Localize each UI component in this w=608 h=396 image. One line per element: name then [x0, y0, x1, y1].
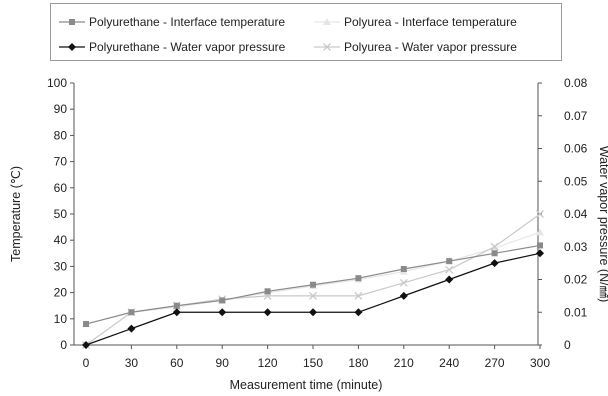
legend-label: Polyurethane - Interface temperature [89, 15, 286, 29]
legend-swatch [59, 43, 85, 51]
x-tick-label: 210 [394, 356, 414, 370]
legend-entry: Polyurea - Water vapor pressure [314, 38, 517, 56]
series-2-point [82, 341, 90, 349]
series-3-point [354, 291, 363, 300]
y-left-tick-label: 70 [54, 155, 68, 169]
y-left-tick-label: 90 [54, 102, 68, 116]
series-2-point [127, 324, 136, 333]
series-0-point [83, 321, 89, 328]
legend-swatch-marker [68, 43, 76, 51]
x-tick-label: 90 [216, 356, 230, 370]
y-right-tick-label: 0.08 [564, 76, 588, 90]
y-right-axis-title: Water vapor pressure (N/㎟) [597, 146, 608, 303]
series-3-point [445, 265, 454, 274]
y-right-tick-label: 0.05 [564, 174, 588, 188]
series-2-point [218, 308, 227, 317]
series-0-point [355, 275, 362, 282]
x-tick-label: 270 [485, 356, 505, 370]
series-2-point [309, 308, 317, 317]
series-2-point [490, 259, 499, 268]
series-0-point [400, 266, 407, 273]
series-0-point [537, 242, 543, 249]
legend-entry: Polyurethane - Interface temperature [59, 13, 285, 31]
y-left-tick-label: 100 [47, 76, 67, 90]
y-left-tick-label: 50 [54, 207, 68, 221]
x-axis-title: Measurement time (minute) [230, 378, 383, 392]
y-right-tick-label: 0.02 [564, 273, 588, 287]
series-2-point [536, 249, 544, 258]
y-right-tick-label: 0.07 [564, 109, 588, 123]
series-line-2 [85, 252, 541, 346]
series-line-3 [85, 213, 541, 346]
legend-label: Polyurethane - Water vapor pressure [89, 40, 286, 54]
legend-entry: Polyurea - Interface temperature [314, 13, 517, 31]
legend-swatch-marker [69, 19, 75, 25]
x-tick-label: 0 [83, 356, 90, 370]
legend-label: Polyurea - Interface temperature [344, 15, 517, 29]
legend-swatch [314, 18, 340, 25]
y-left-tick-label: 20 [54, 286, 68, 300]
legend: Polyurethane - Interface temperature Poly… [50, 3, 562, 61]
legend-label: Polyurea - Water vapor pressure [344, 40, 517, 54]
y-left-tick-label: 30 [54, 259, 68, 273]
legend-swatch-marker [323, 43, 331, 51]
series-3-point [536, 210, 544, 218]
legend-swatch-marker [323, 18, 331, 25]
series-0-point [446, 258, 453, 265]
y-right-tick-label: 0 [564, 338, 571, 352]
series-0-point [173, 302, 180, 309]
legend-swatch [59, 19, 85, 25]
series-2-point [445, 275, 454, 284]
y-right-tick-label: 0.04 [564, 207, 588, 221]
y-left-tick-label: 40 [54, 233, 68, 247]
y-right-tick-label: 0.01 [564, 305, 588, 319]
series-0-point [310, 281, 316, 288]
x-tick-label: 120 [258, 356, 278, 370]
x-tick-label: 300 [530, 356, 550, 370]
series-0-point [264, 288, 271, 295]
x-tick-label: 150 [303, 356, 323, 370]
series-1-point [536, 228, 544, 236]
series-0-point [128, 309, 135, 316]
y-right-tick-label: 0.03 [564, 240, 588, 254]
series-0-point [491, 250, 498, 257]
y-left-tick-label: 0 [60, 338, 67, 352]
x-tick-label: 240 [439, 356, 459, 370]
x-tick-label: 60 [170, 356, 184, 370]
y-left-tick-label: 10 [54, 312, 68, 326]
series-2-point [354, 308, 363, 317]
y-right-tick-label: 0.06 [564, 142, 588, 156]
series-2-point [172, 308, 181, 317]
series-2-point [399, 291, 408, 300]
x-tick-label: 180 [348, 356, 368, 370]
series-3-point [309, 291, 317, 300]
y-left-tick-label: 80 [54, 128, 68, 142]
series-0-point [219, 297, 226, 304]
legend-entry: Polyurethane - Water vapor pressure [59, 38, 285, 56]
series-2-point [263, 308, 272, 317]
y-left-axis-title: Temperature (℃) [9, 166, 23, 262]
legend-swatch [314, 43, 340, 51]
x-tick-label: 30 [125, 356, 139, 370]
series-3-point [399, 278, 408, 287]
y-left-tick-label: 60 [54, 181, 68, 195]
series-3-point [490, 242, 499, 251]
